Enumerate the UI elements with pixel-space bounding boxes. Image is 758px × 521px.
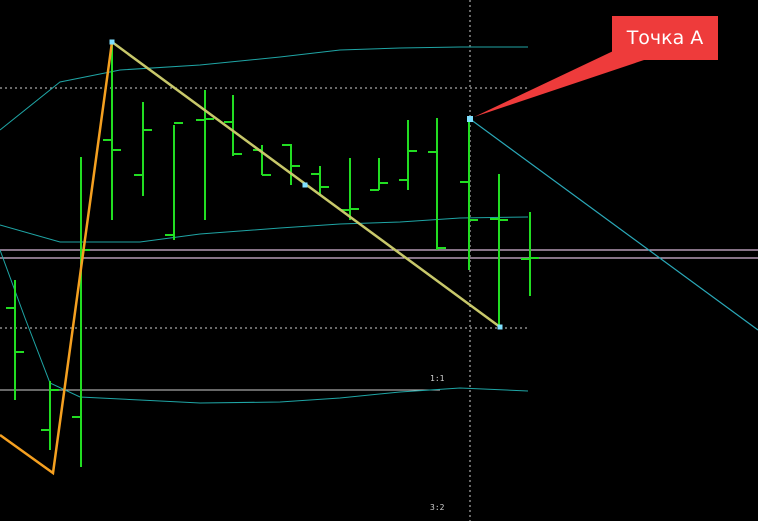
ratio-label: 3:2 [430,503,445,512]
envelope-upper [0,46,528,131]
zigzag-node [302,182,308,188]
ohlc-bar [490,174,508,328]
zigzag-node [497,324,503,330]
ohlc-bar [282,144,300,185]
ohlc-bar [103,44,121,220]
ohlc-bar [399,120,417,190]
point-a-callout: Точка A [612,16,718,60]
trend-line [469,118,758,331]
ohlc-bar [311,166,329,195]
ohlc-bar [224,95,242,156]
ratio-label: 1:1 [430,374,445,383]
ohlc-bar [41,381,59,450]
zigzag-node [109,39,115,45]
ohlc-bar [165,122,183,240]
trend-line-group [467,116,758,331]
zigzag [0,39,503,476]
ohlc-bar [428,118,446,250]
point-a-marker [467,116,473,122]
envelope-lower [0,249,529,404]
envelope-middle [0,216,529,243]
zigzag-up-segment [0,41,114,476]
callout-label: Точка A [626,27,704,49]
ohlc-bars [6,44,539,467]
ohlc-bar [134,102,152,196]
envelope-bands [0,46,529,404]
ohlc-bar [460,120,478,270]
ratio-labels: 1:1 3:2 [430,374,445,512]
ohlc-bar [6,280,24,400]
ohlc-bar [370,158,388,191]
ohlc-bar [521,212,539,296]
ohlc-bar [253,145,271,176]
callout-arrow [474,44,650,117]
